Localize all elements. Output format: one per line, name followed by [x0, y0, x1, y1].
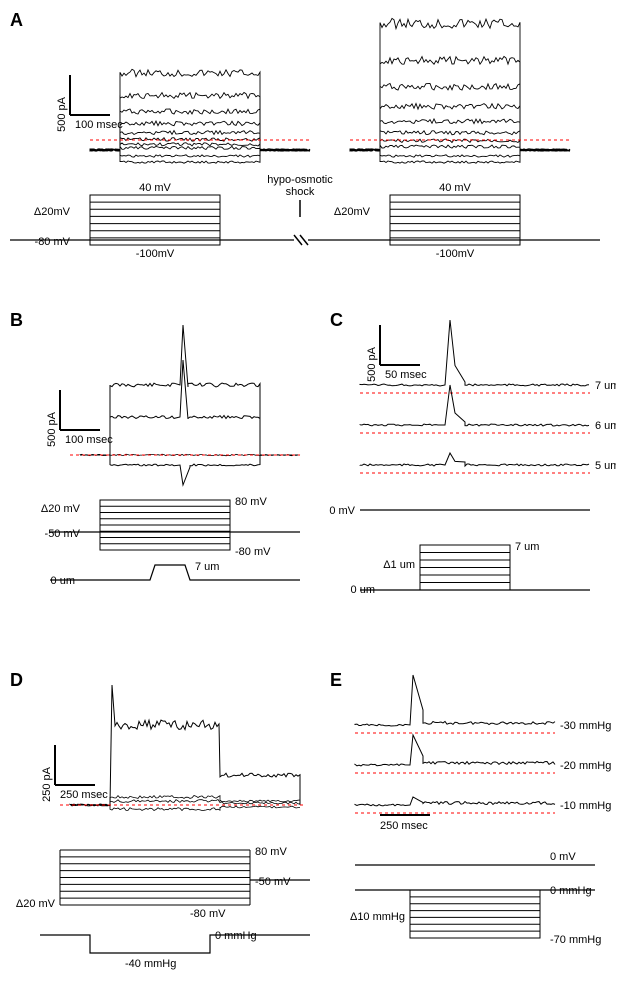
panel-b: 500 pA 100 msec 80 mV -80 mV Δ20 mV -50 … [41, 325, 300, 587]
svg-text:Δ20 mV: Δ20 mV [16, 898, 56, 910]
svg-text:-40 mmHg: -40 mmHg [125, 958, 176, 970]
svg-text:-30 mmHg: -30 mmHg [560, 720, 611, 732]
svg-text:-100mV: -100mV [436, 248, 475, 260]
svg-text:-80 mV: -80 mV [35, 236, 71, 248]
svg-text:100 msec: 100 msec [75, 119, 123, 131]
svg-text:-100mV: -100mV [136, 248, 175, 260]
svg-text:40 mV: 40 mV [439, 182, 471, 194]
svg-text:7 um: 7 um [595, 380, 616, 392]
svg-text:500 pA: 500 pA [56, 96, 68, 132]
svg-text:250 msec: 250 msec [60, 789, 108, 801]
figure-svg: 500 pA 100 msec 40 mV -100mV Δ20mV -80 m… [10, 10, 616, 995]
svg-text:7 um: 7 um [515, 541, 539, 553]
svg-text:Δ20 mV: Δ20 mV [41, 503, 81, 515]
svg-text:100 msec: 100 msec [65, 434, 113, 446]
svg-text:Δ1 um: Δ1 um [383, 559, 415, 571]
svg-text:50 msec: 50 msec [385, 369, 427, 381]
svg-text:Δ10 mmHg: Δ10 mmHg [350, 911, 405, 923]
svg-text:-10 mmHg: -10 mmHg [560, 800, 611, 812]
svg-text:-80 mV: -80 mV [235, 546, 271, 558]
svg-text:Δ20mV: Δ20mV [34, 206, 71, 218]
svg-text:0 mmHg: 0 mmHg [550, 885, 592, 897]
panel-b-label: B [10, 310, 23, 331]
svg-text:0 um: 0 um [51, 575, 75, 587]
panel-a-label: A [10, 10, 23, 31]
svg-text:-20 mmHg: -20 mmHg [560, 760, 611, 772]
svg-text:0 mV: 0 mV [329, 505, 355, 517]
panel-e: -30 mmHg -20 mmHg -10 mmHg 250 msec 0 mV 0… [350, 675, 611, 946]
panel-a: 500 pA 100 msec 40 mV -100mV Δ20mV -80 m… [10, 18, 600, 260]
svg-text:40 mV: 40 mV [139, 182, 171, 194]
svg-text:80 mV: 80 mV [235, 496, 267, 508]
svg-text:0 mmHg: 0 mmHg [215, 930, 257, 942]
panel-d: 250 pA 250 msec 80 mV -80 mV -50 mV Δ20 … [16, 685, 310, 970]
svg-text:-50 mV: -50 mV [255, 876, 291, 888]
svg-text:hypo-osmotic: hypo-osmotic [267, 174, 333, 186]
svg-text:500 pA: 500 pA [46, 411, 58, 447]
svg-text:7 um: 7 um [195, 561, 219, 573]
svg-text:-50 mV: -50 mV [45, 528, 81, 540]
panel-c: 500 pA 50 msec 7 um 6 um 5 um 0 mV 7 um Δ1… [329, 320, 616, 596]
svg-text:5 um: 5 um [595, 460, 616, 472]
svg-text:0 mV: 0 mV [550, 851, 576, 863]
svg-text:shock: shock [286, 186, 315, 198]
svg-text:500 pA: 500 pA [366, 346, 378, 382]
svg-text:250 pA: 250 pA [41, 766, 53, 802]
svg-text:250 msec: 250 msec [380, 820, 428, 832]
svg-text:-80 mV: -80 mV [190, 908, 226, 920]
svg-text:80 mV: 80 mV [255, 846, 287, 858]
svg-text:-70 mmHg: -70 mmHg [550, 934, 601, 946]
panel-e-label: E [330, 670, 342, 691]
panel-c-label: C [330, 310, 343, 331]
electrophysiology-figure: A B C D E 500 pA 100 msec 40 mV - [10, 10, 616, 995]
svg-text:6 um: 6 um [595, 420, 616, 432]
panel-d-label: D [10, 670, 23, 691]
svg-text:Δ20mV: Δ20mV [334, 206, 371, 218]
